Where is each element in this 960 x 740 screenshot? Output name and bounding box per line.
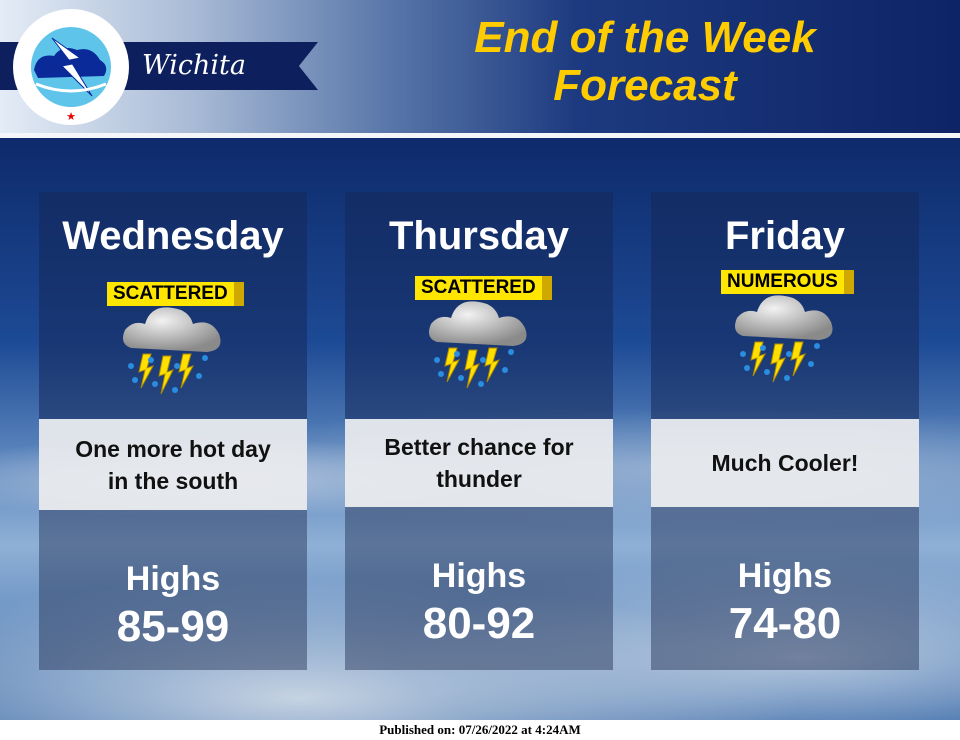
- coverage-badge: SCATTERED: [107, 282, 244, 306]
- coverage-badge: SCATTERED: [415, 276, 552, 300]
- nws-logo: ★: [13, 9, 129, 125]
- published-timestamp: Published on: 07/26/2022 at 4:24AM: [0, 720, 960, 740]
- office-name: Wichita: [142, 50, 247, 81]
- highs-label: Highs: [737, 557, 833, 595]
- forecast-panel-friday: Friday NUMEROUS Much Cooler! Highs 74-80: [651, 192, 919, 670]
- highs-value: 85-99: [116, 602, 230, 651]
- title-line-2: Forecast: [553, 61, 737, 110]
- title-line-1: End of the Week: [474, 13, 816, 62]
- day-name: Friday: [724, 214, 846, 258]
- highs-value: 74-80: [728, 599, 842, 648]
- day-name: Wednesday: [62, 214, 284, 258]
- svg-text:★: ★: [66, 111, 76, 123]
- forecast-panel-wednesday: Wednesday SCATTERED One more hot day in …: [39, 192, 307, 670]
- highs-label: Highs: [431, 557, 527, 595]
- divider: [0, 133, 960, 138]
- thunderstorm-icon: [122, 306, 221, 395]
- forecast-text: Better chance for thunder: [345, 419, 613, 507]
- forecast-panel-thursday: Thursday SCATTERED Better chance for thu…: [345, 192, 613, 670]
- highs-value: 80-92: [422, 599, 536, 648]
- forecast-text: One more hot day in the south: [39, 419, 307, 510]
- page-title: End of the Week Forecast: [400, 14, 890, 110]
- forecast-text: Much Cooler!: [651, 419, 919, 507]
- thunderstorm-icon: [734, 294, 833, 383]
- thunderstorm-icon: [428, 300, 527, 389]
- coverage-badge: NUMEROUS: [721, 270, 854, 294]
- day-name: Thursday: [388, 214, 570, 258]
- highs-label: Highs: [125, 560, 221, 598]
